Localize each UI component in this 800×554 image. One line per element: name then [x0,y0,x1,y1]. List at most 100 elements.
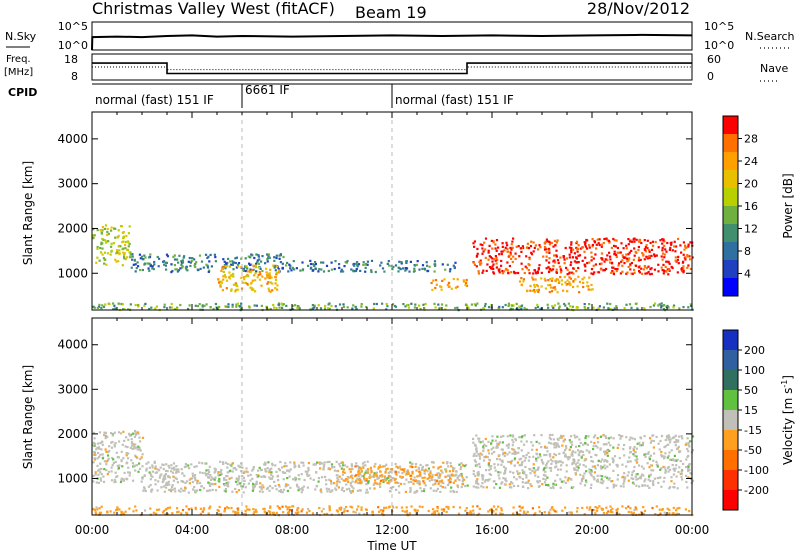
echo-cell [497,474,500,477]
echo-cell [421,264,425,267]
echo-cell [571,305,574,308]
echo-cell [204,253,208,256]
echo-cell [648,466,651,469]
echo-cell [265,267,268,270]
echo-cell [154,471,157,474]
echo-cell [631,272,634,275]
echo-cell [176,507,179,510]
echo-cell [580,479,583,483]
echo-cell [359,473,362,476]
echo-cell [513,449,516,452]
echo-cell [113,445,116,448]
echo-cell [358,512,361,515]
echo-cell [667,261,670,264]
echo-cell [431,476,434,479]
echo-cell [467,512,471,515]
echo-cell [278,490,281,493]
echo-cell [562,255,565,258]
echo-cell [553,443,556,446]
echo-cell [615,253,618,257]
echo-cell [643,248,647,251]
echo-cell [534,474,537,477]
echo-cell [329,490,332,493]
echo-cell [639,258,642,261]
echo-cell [104,448,107,451]
echo-cell [604,475,607,478]
echo-cell [388,264,391,267]
echo-cell [449,268,452,271]
echo-cell [487,440,490,443]
echo-cell [553,304,556,307]
echo-cell [181,265,184,268]
echo-cell [523,470,526,473]
echo-cell [501,481,504,484]
echo-cell [147,461,150,464]
echo-cell [597,271,601,274]
echo-cell [537,288,540,291]
echo-cell [414,510,417,513]
echo-cell [516,461,519,464]
echo-cell [519,476,522,479]
echo-cell [632,453,635,456]
echo-cell [645,267,648,270]
echo-cell [251,279,254,282]
echo-cell [467,306,470,309]
echo-cell [231,490,234,493]
echo-cell [133,447,136,450]
echo-cell [249,256,252,259]
echo-cell [264,277,267,280]
echo-cell [330,304,333,308]
echo-cell [136,448,139,451]
echo-cell [414,479,417,482]
echo-cell [358,482,362,485]
echo-cell [621,435,624,438]
echo-cell [525,474,528,477]
echo-cell [490,448,493,451]
echo-cell [585,481,588,484]
echo-cell [439,484,442,487]
echo-cell [286,508,289,511]
echo-cell [663,476,666,479]
echo-cell [171,484,174,487]
echo-cell [502,477,505,480]
echo-cell [542,477,545,480]
echo-cell [676,258,679,261]
echo-cell [528,272,531,275]
echo-cell [659,239,662,242]
echo-cell [392,506,395,509]
echo-cell [322,270,326,273]
echo-cell [213,478,216,481]
echo-cell [270,471,273,474]
echo-cell [625,253,628,256]
echo-cell [93,444,96,448]
echo-cell [544,470,547,473]
echo-cell [237,265,240,268]
echo-cell [281,303,284,307]
echo-cell [620,260,623,263]
echo-cell [116,475,119,478]
echo-cell [429,487,432,490]
echo-cell [166,470,169,473]
echo-cell [326,490,329,493]
echo-cell [366,468,370,471]
echo-cell [687,264,690,267]
echo-cell [488,472,491,476]
echo-cell [565,464,568,467]
echo-cell [149,478,152,481]
echo-cell [118,249,121,252]
echo-cell [555,255,558,258]
echo-cell [412,482,415,485]
echo-cell [659,439,662,443]
echo-cell [553,239,557,242]
echo-cell [432,489,435,492]
echo-cell [632,258,635,261]
echo-cell [145,469,148,472]
echo-cell [416,481,419,485]
echo-cell [207,481,210,484]
echo-cell [579,450,583,453]
echo-cell [513,270,516,273]
echo-cell [161,463,164,466]
echo-cell [137,432,140,435]
echo-cell [216,509,219,512]
echo-cell [445,510,448,513]
